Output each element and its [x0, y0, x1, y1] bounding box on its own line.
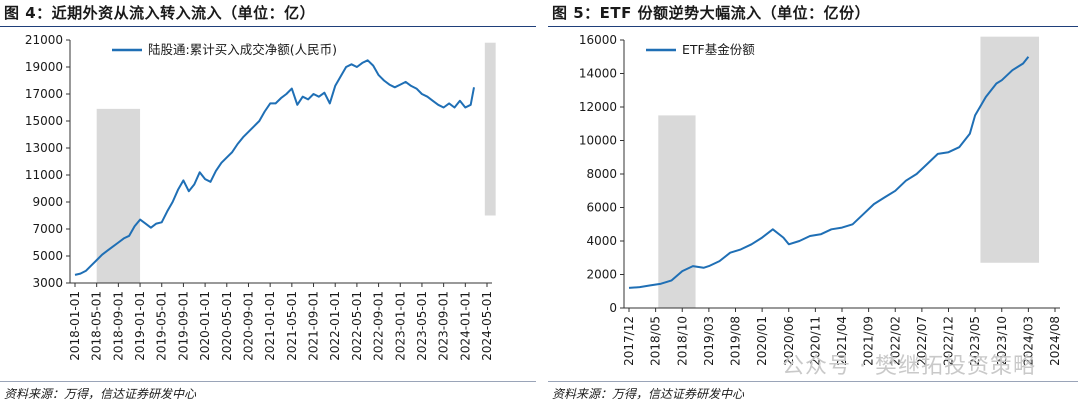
x-tick-label: 2024/08 — [1048, 316, 1062, 366]
series-line — [74, 59, 475, 276]
x-tick-label: 2019-09-01 — [176, 291, 190, 361]
source-note: 资料来源：万得，信达证券研发中心 — [552, 387, 745, 401]
y-tick-label: 13000 — [25, 141, 63, 155]
x-tick-label: 2024-05-01 — [480, 291, 494, 361]
highlight-band — [658, 115, 696, 308]
x-tick-label: 2017/12 — [622, 316, 636, 366]
y-tick-label: 7000 — [32, 222, 63, 236]
x-tick-label: 2020-05-01 — [220, 291, 234, 361]
x-tick-label: 2021/04 — [835, 316, 849, 366]
y-tick-label: 10000 — [579, 134, 617, 148]
x-tick-label: 2023/10 — [995, 316, 1009, 366]
source-divider — [0, 381, 536, 382]
x-tick-label: 2021-09-01 — [307, 291, 321, 361]
y-tick-label: 4000 — [586, 234, 617, 248]
y-tick-label: 16000 — [579, 33, 617, 47]
x-tick-label: 2020/06 — [782, 316, 796, 366]
x-tick-label: 2022/07 — [915, 316, 929, 366]
x-tick-label: 2018-01-01 — [68, 291, 82, 361]
x-tick-label: 2019/03 — [702, 316, 716, 366]
x-tick-label: 2022-09-01 — [372, 291, 386, 361]
x-tick-label: 2022-05-01 — [350, 291, 364, 361]
y-tick-label: 2000 — [586, 268, 617, 282]
source-note: 资料来源：万得，信达证券研发中心 — [4, 387, 197, 401]
left-line-chart: 3000 5000 7000 9000 11000 13000 15000 17000 1900… — [25, 33, 496, 361]
title-divider — [548, 26, 1078, 27]
y-tick-label: 9000 — [32, 195, 63, 209]
y-tick-label: 5000 — [32, 249, 63, 263]
y-tick-label: 17000 — [25, 87, 63, 101]
y-tick-label: 19000 — [25, 60, 63, 74]
y-tick-label: 8000 — [586, 167, 617, 181]
x-tick-label: 2022-01-01 — [328, 291, 342, 361]
x-tick-label: 2019/08 — [729, 316, 743, 366]
y-tick-label: 6000 — [586, 201, 617, 215]
left-chart-panel: 图 4：近期外资从流入转入流入（单位：亿） 3000 5000 7000 9000 11… — [0, 4, 536, 401]
right-line-chart: 0 2000 4000 6000 8000 10000 12000 14000 16000 201… — [579, 33, 1062, 366]
x-tick-label: 2022/12 — [942, 316, 956, 366]
y-tick-label: 12000 — [579, 100, 617, 114]
highlight-band — [980, 36, 1040, 263]
watermark-text: 公众号 · 樊继拓投资策略 — [782, 354, 1036, 379]
y-tick-label: 0 — [609, 301, 617, 315]
x-tick-label: 2020/01 — [755, 316, 769, 366]
x-tick-label: 2018/10 — [675, 316, 689, 366]
x-tick-label: 2023-09-01 — [437, 291, 451, 361]
x-tick-label: 2020-01-01 — [198, 291, 212, 361]
y-tick-label: 14000 — [579, 67, 617, 81]
x-tick-label: 2021-05-01 — [285, 291, 299, 361]
series-line — [628, 56, 1030, 289]
x-tick-label: 2022/02 — [888, 316, 902, 366]
y-tick-label: 21000 — [25, 33, 63, 47]
y-tick-label: 15000 — [25, 114, 63, 128]
highlight-band — [96, 108, 141, 283]
legend-label: ETF基金份额 — [682, 42, 755, 57]
x-tick-label: 2024-01-01 — [458, 291, 472, 361]
highlight-band — [484, 42, 496, 216]
x-tick-label: 2021-01-01 — [263, 291, 277, 361]
title-divider — [0, 26, 536, 27]
y-tick-label: 11000 — [25, 168, 63, 182]
legend-label: 陆股通:累计买入成交净额(人民币) — [148, 42, 337, 57]
right-chart-panel: 图 5：ETF 份额逆势大幅流入（单位：亿份） 0 2000 4000 6000 800… — [548, 0, 1080, 408]
x-tick-label: 2018/05 — [649, 316, 663, 366]
chart-title: 图 5：ETF 份额逆势大幅流入（单位：亿份） — [552, 4, 871, 22]
x-tick-label: 2023-01-01 — [393, 291, 407, 361]
x-tick-label: 2021/09 — [862, 316, 876, 366]
source-divider — [548, 381, 1078, 382]
x-tick-label: 2024/03 — [1021, 316, 1035, 366]
x-tick-label: 2023-05-01 — [415, 291, 429, 361]
x-tick-label: 2020-09-01 — [241, 291, 255, 361]
x-tick-label: 2020/11 — [808, 316, 822, 366]
x-tick-label: 2019-05-01 — [155, 291, 169, 361]
x-tick-label: 2018-09-01 — [111, 291, 125, 361]
x-tick-label: 2018-05-01 — [90, 291, 104, 361]
chart-title: 图 4：近期外资从流入转入流入（单位：亿） — [4, 4, 316, 22]
y-tick-label: 3000 — [32, 276, 63, 290]
x-tick-label: 2019-01-01 — [133, 291, 147, 361]
x-tick-label: 2023/05 — [968, 316, 982, 366]
